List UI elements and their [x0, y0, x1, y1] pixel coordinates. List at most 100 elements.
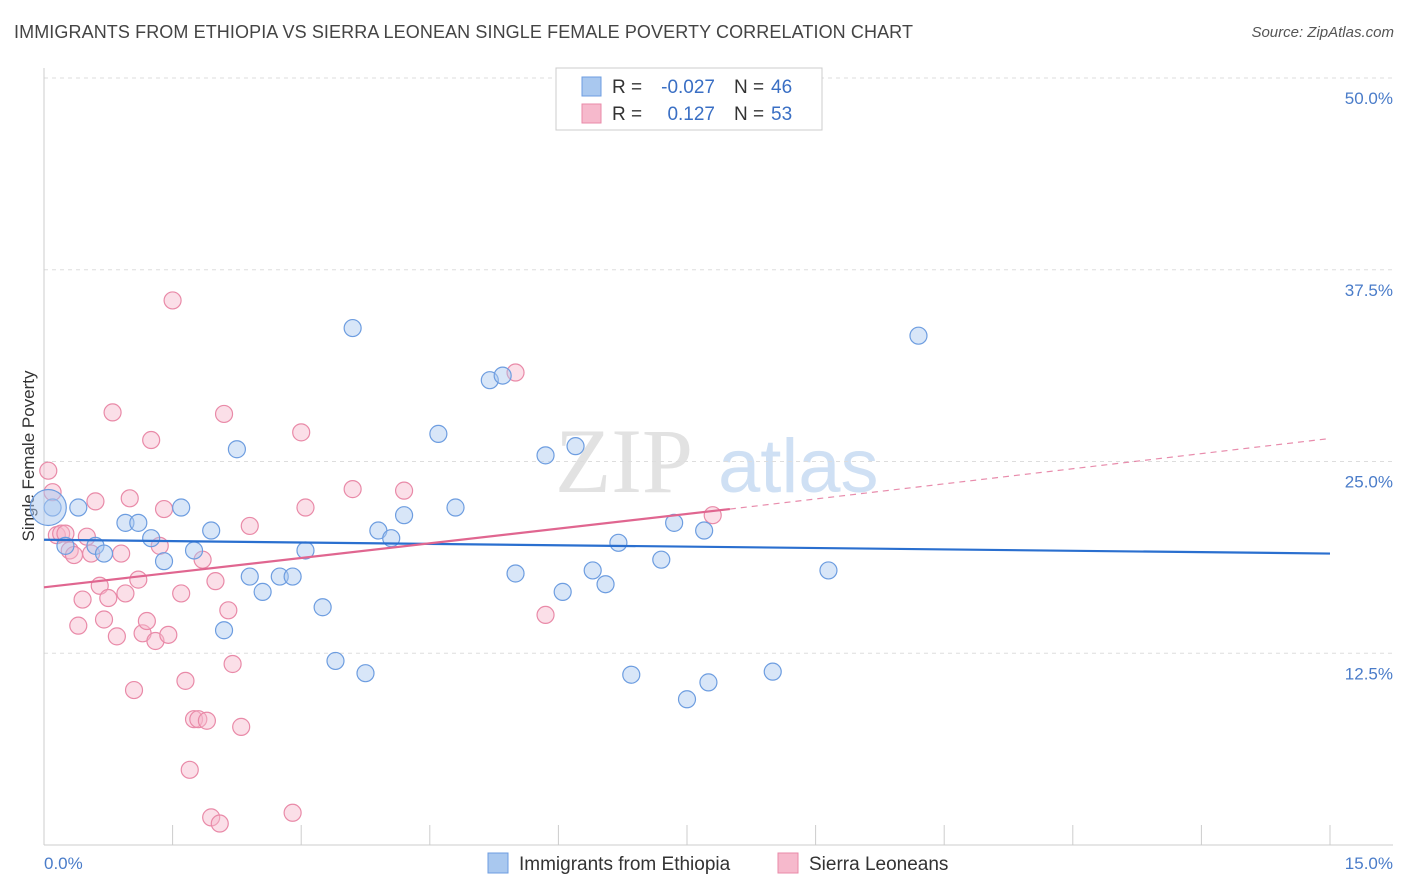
ethiopia-point-2 [56, 536, 75, 555]
ethiopia-point-11 [202, 521, 221, 540]
sierra-leoneans-point-15 [112, 544, 131, 563]
sierra-leoneans-point-17 [120, 489, 139, 508]
ethiopia-point-large [29, 488, 67, 527]
y-tick-label-2: 37.5% [1345, 281, 1393, 300]
sierra-leoneans-point-35 [210, 814, 229, 833]
sierra-leoneans-point-41 [283, 803, 302, 822]
ethiopia-point-45 [909, 326, 928, 345]
legend-n-value-2: 53 [771, 104, 792, 125]
ethiopia-point-25 [394, 506, 414, 525]
source-label: Source: ZipAtlas.com [1251, 24, 1394, 41]
sierra-leoneans-point-27 [172, 584, 191, 603]
sierra-leoneans-point-28 [176, 671, 195, 690]
series-legend-label-sierra: Sierra Leoneans [809, 854, 948, 875]
y-tick-label-3: 50.0% [1345, 89, 1393, 108]
x-tick-label-min: 0.0% [44, 854, 83, 873]
legend-r-label-2: R = [612, 104, 642, 125]
sierra-leoneans-point-44 [343, 480, 362, 499]
ethiopia-point-1 [69, 498, 88, 517]
sierra-leoneans-point-43 [296, 498, 315, 517]
ethiopia-point-35 [596, 575, 615, 594]
legend-swatch-blue [581, 76, 602, 97]
sierra-leoneans-point-6 [69, 616, 88, 635]
ethiopia-point-15 [253, 582, 272, 601]
ethiopia-point-36 [609, 533, 628, 552]
ethiopia-point-9 [172, 498, 191, 517]
ethiopia-point-21 [343, 318, 362, 338]
ethiopia-point-12 [214, 621, 234, 640]
ethiopia-point-37 [622, 665, 641, 684]
sierra-leoneans-trend-line [43, 507, 730, 589]
sierra-leoneans-point-11 [94, 610, 114, 629]
x-tick-label-max: 15.0% [1345, 854, 1393, 873]
ethiopia-point-4 [94, 544, 114, 563]
y-tick-label-0: 12.5% [1345, 664, 1393, 683]
x-tick-labels: 0.0% 15.0% [44, 854, 1393, 873]
sierra-leoneans-point-36 [214, 404, 234, 424]
sierra-leoneans-point-29 [180, 760, 199, 779]
legend-swatch-pink [581, 103, 602, 124]
legend-n-label-1: N = [734, 77, 764, 98]
sierra-leoneans-point-51 [154, 499, 174, 519]
series-legend-swatch-pink [777, 852, 799, 874]
ethiopia-point-5 [116, 513, 135, 532]
grid-lines [44, 77, 1393, 654]
legend-n-label-2: N = [734, 104, 764, 125]
sierra-leoneans-point-12 [99, 588, 118, 608]
ethiopia-point-16 [270, 567, 289, 586]
chart-title: IMMIGRANTS FROM ETHIOPIA VS SIERRA LEONE… [14, 22, 914, 42]
ethiopia-trend-line [43, 538, 1331, 555]
sierra-leoneans-point-14 [107, 627, 126, 646]
ethiopia-point-19 [313, 598, 332, 617]
stats-legend: R = -0.027 N = 46 R = 0.127 N = 53 [555, 67, 823, 131]
sierra-leoneans-point-0 [39, 461, 58, 480]
ethiopia-point-40 [677, 690, 697, 709]
sierra-leoneans-point-47 [536, 605, 555, 625]
watermark-atlas: atlas [718, 424, 879, 509]
sierra-leoneans-point-37 [219, 601, 238, 620]
ethiopia-point-33 [566, 437, 585, 456]
legend-r-label-1: R = [612, 77, 642, 98]
series-legend: Immigrants from Ethiopia Sierra Leoneans [487, 852, 948, 875]
sierra-leoneans-point-25 [159, 625, 178, 644]
sierra-leoneans-point-42 [292, 423, 311, 442]
ethiopia-point-22 [356, 664, 375, 683]
ethiopia-point-7 [142, 529, 161, 548]
ethiopia-point-13 [227, 440, 246, 459]
sierra-leoneans-point-13 [103, 403, 122, 422]
sierra-leoneans-point-33 [197, 711, 216, 730]
sierra-leoneans-point-26 [163, 291, 182, 310]
legend-r-value-2: 0.127 [667, 104, 715, 125]
ethiopia-point-14 [240, 567, 259, 586]
sierra-leoneans-point-19 [129, 570, 148, 589]
sierra-leoneans-point-22 [142, 430, 161, 450]
series-legend-swatch-blue [487, 852, 509, 874]
trend-lines [43, 437, 1331, 589]
legend-n-value-1: 46 [771, 77, 792, 98]
y-tick-labels: 12.5% 25.0% 37.5% 50.0% [1345, 89, 1393, 683]
ethiopia-point-20 [326, 651, 345, 671]
sierra-leoneans-point-18 [124, 680, 144, 700]
ethiopia-point-26 [429, 424, 448, 443]
sierra-leoneans-point-39 [232, 717, 251, 736]
ethiopia-point-29 [493, 366, 512, 385]
sierra-leoneans-point-16 [116, 584, 135, 603]
ethiopia-point-32 [553, 582, 572, 601]
ethiopia-point-44 [819, 561, 838, 580]
sierra-leoneans-points [39, 291, 722, 833]
sierra-leoneans-point-40 [240, 516, 259, 536]
ethiopia-point-8 [154, 552, 174, 571]
sierra-leoneans-trend-extension [729, 437, 1331, 510]
ethiopia-point-38 [652, 550, 671, 569]
ethiopia-point-31 [536, 446, 555, 465]
ethiopia-points [29, 318, 928, 709]
ethiopia-point-10 [184, 541, 204, 560]
y-tick-label-1: 25.0% [1345, 473, 1393, 492]
ethiopia-point-30 [506, 564, 525, 583]
ethiopia-point-41 [695, 521, 714, 540]
ethiopia-point-27 [446, 498, 465, 517]
axes [43, 68, 1393, 846]
ethiopia-point-42 [699, 673, 718, 692]
ethiopia-point-17 [283, 567, 302, 586]
